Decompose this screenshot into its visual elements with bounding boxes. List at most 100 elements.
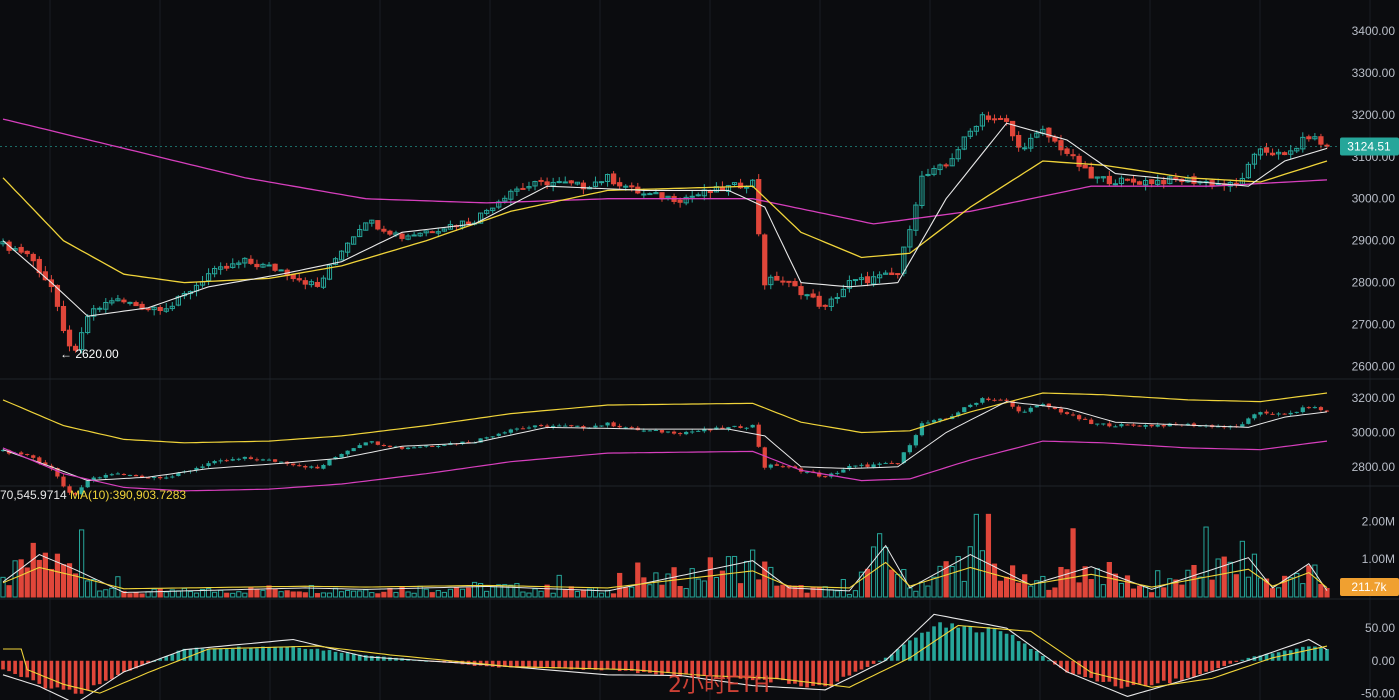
mini-candle [569, 425, 574, 427]
mini-candle [931, 420, 937, 423]
price-candle [1288, 150, 1294, 155]
mini-candle [460, 441, 465, 445]
price-candle [792, 281, 798, 287]
volume-bar [411, 592, 417, 598]
mini-candle [744, 427, 749, 429]
watermark-text: 2小时ETH [668, 673, 770, 698]
volume-bar [1269, 588, 1276, 598]
mini-candle [732, 425, 737, 427]
mini-candle [152, 476, 157, 478]
mini-candle [557, 425, 562, 427]
price-candle [211, 268, 218, 275]
mini-candle [853, 465, 858, 467]
mini-candle [158, 477, 163, 479]
price-candle [931, 168, 937, 175]
mini-candle [230, 459, 235, 461]
volume-bar [290, 591, 296, 598]
mini-candle [490, 436, 495, 438]
volume-bar [199, 588, 206, 598]
mini-candle [575, 425, 580, 427]
volume-bar [1112, 573, 1119, 598]
volume-bar [151, 588, 157, 598]
price-candle [1318, 136, 1324, 145]
ma-short-line [2, 122, 1328, 317]
mini-candle [937, 418, 943, 421]
volume-bar [1227, 561, 1233, 598]
volume-bar [562, 589, 568, 598]
volume-bar [1197, 576, 1203, 598]
macd-histogram-bar [212, 648, 217, 661]
price-candle [1003, 118, 1010, 122]
macd-histogram-bar [484, 660, 489, 667]
macd-histogram-bar [236, 646, 241, 661]
volume-bar [997, 580, 1004, 598]
volume-bar [78, 529, 85, 598]
price-candle [266, 264, 272, 267]
mini-candle [1216, 426, 1221, 428]
mini-candle [418, 446, 423, 448]
volume-bar [296, 591, 302, 598]
volume-bar [665, 573, 671, 598]
macd-histogram-bar [261, 646, 265, 661]
price-candle [550, 181, 556, 187]
macd-histogram-bar [1192, 660, 1196, 677]
mini-candle [484, 437, 489, 439]
price-candle [351, 236, 357, 245]
price-candle [1064, 148, 1070, 154]
macd-histogram-bar [841, 660, 846, 677]
mini-candle [363, 442, 368, 446]
price-candle [224, 265, 230, 269]
mini-candle [272, 459, 278, 462]
macd-histogram-bar [224, 648, 229, 661]
volume-bar [193, 592, 200, 598]
volume-bar [399, 586, 405, 598]
macd-histogram-bar [883, 657, 888, 661]
volume-bar [72, 573, 79, 598]
price-candle [1058, 140, 1064, 151]
volume-bar [883, 546, 889, 598]
mini-candle [1028, 407, 1033, 412]
volume-bar [1203, 526, 1209, 598]
volume-bar [54, 553, 61, 598]
volume-bar [36, 559, 42, 598]
price-candle [816, 295, 822, 307]
macd-histogram-bar [1101, 660, 1106, 683]
mini-candle [224, 460, 229, 462]
price-candle [429, 231, 435, 234]
price-candle [109, 300, 115, 304]
mini-candle [1324, 410, 1330, 412]
volume-bar [375, 593, 381, 598]
volume-bar [689, 568, 695, 598]
volume-bar [653, 572, 659, 598]
price-candle [1124, 178, 1131, 181]
macd-histogram-bar [714, 660, 719, 678]
price-candle [707, 190, 713, 193]
price-candle [955, 149, 961, 160]
price-candle [72, 345, 79, 351]
mini-candle [684, 431, 689, 435]
macd-histogram-bar [1264, 653, 1269, 661]
volume-ma-long-line [2, 561, 1328, 590]
volume-bar [538, 590, 544, 598]
volume-bar [1306, 565, 1312, 598]
volume-bar [1130, 588, 1137, 598]
price-candle [659, 192, 665, 200]
mini-candle [968, 404, 973, 407]
macd-histogram-bar [629, 660, 634, 671]
macd-histogram-bar [1155, 660, 1160, 684]
volume-bar [1251, 553, 1258, 598]
mini-candle [889, 462, 894, 464]
mini-candle [1046, 403, 1052, 408]
macd-histogram-bar [176, 650, 181, 661]
mini-candle [1161, 425, 1166, 427]
macd-histogram-bar [1010, 634, 1015, 661]
volume-bar [60, 564, 67, 598]
macd-histogram-bar [363, 655, 368, 661]
price-candle [1112, 183, 1119, 186]
volume-bar [743, 560, 750, 598]
macd-histogram-bar [1119, 660, 1124, 689]
price-candle [1155, 179, 1161, 185]
macd-histogram-bar [1113, 660, 1118, 687]
